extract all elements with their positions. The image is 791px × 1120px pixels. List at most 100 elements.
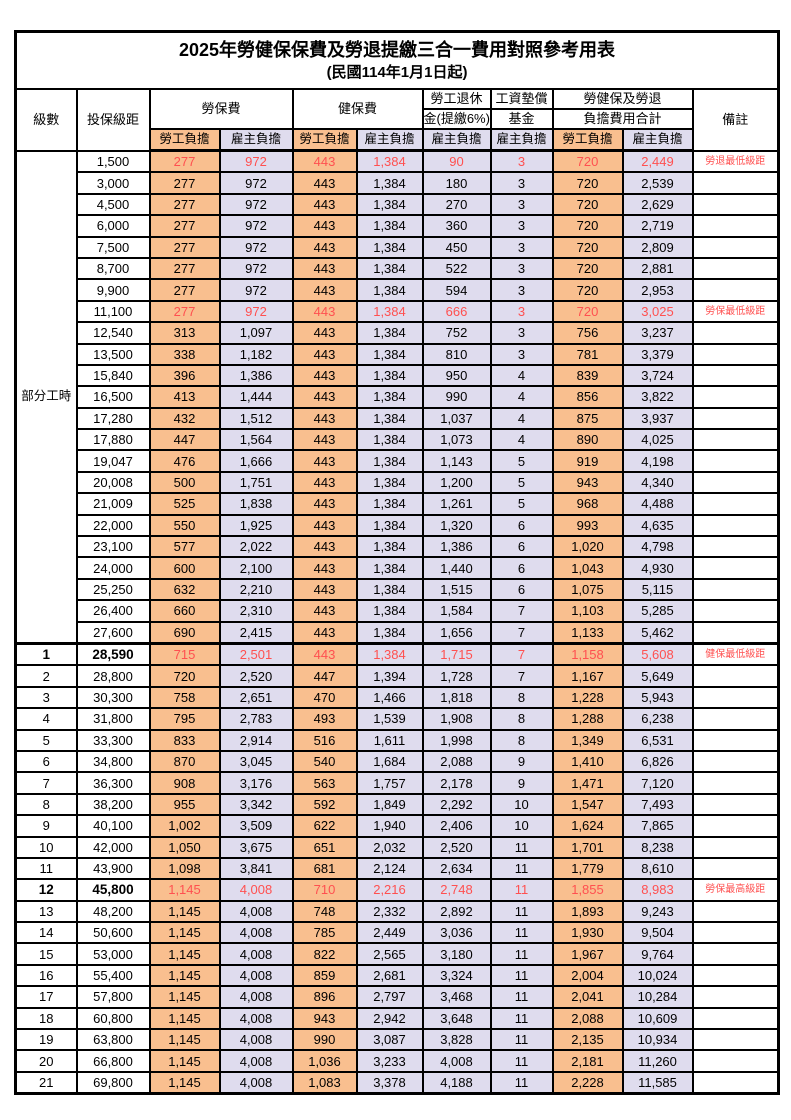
bracket-cell: 48,200 — [75, 899, 151, 924]
value-cell: 1,384 — [355, 363, 424, 388]
value-cell: 9,504 — [621, 921, 694, 945]
table-row: 6,000 277 972 443 1,384 360 3 720 2,719 — [16, 214, 780, 238]
value-cell: 3 — [489, 299, 554, 324]
table-row: 9,900 277 972 443 1,384 594 3 720 2,953 — [16, 278, 780, 302]
value-cell: 432 — [148, 406, 221, 431]
table-row: 20 66,800 1,145 4,008 1,036 3,233 4,008 11 2,181… — [14, 1049, 780, 1073]
page: 2025年勞健保保費及勞退提繳三合一費用對照參考用表 (民國114年1月1日起)… — [14, 30, 781, 1096]
value-cell: 1,002 — [148, 814, 221, 838]
value-cell: 1,539 — [355, 707, 424, 731]
value-cell: 1,384 — [355, 256, 424, 281]
value-cell: 1,384 — [355, 278, 424, 302]
value-cell: 2,100 — [218, 556, 294, 580]
remark-cell — [691, 685, 780, 710]
value-cell: 4,008 — [421, 1049, 492, 1073]
remark-cell — [691, 664, 780, 688]
value-cell: 11 — [489, 1070, 554, 1095]
value-cell: 4,008 — [218, 1049, 294, 1073]
value-cell: 443 — [291, 470, 358, 495]
value-cell: 972 — [218, 214, 294, 238]
table-row: 3 30,300 758 2,651 470 1,466 1,818 8 1,228 5,943 — [14, 685, 780, 710]
table-row: 7,500 277 972 443 1,384 450 3 720 2,809 — [16, 235, 780, 259]
value-cell: 3 — [489, 321, 554, 345]
level-cell: 4 — [14, 707, 78, 731]
col-header-health-insurance: 健保費 — [291, 88, 424, 130]
table-row: 19 63,800 1,145 4,008 990 3,087 3,828 11 2,135 10… — [14, 1027, 780, 1052]
table-row: 11,100 277 972 443 1,384 666 3 720 3,025 勞保最低級距 — [16, 299, 780, 324]
value-cell: 338 — [148, 342, 221, 366]
value-cell: 443 — [291, 492, 358, 516]
value-cell: 1,384 — [355, 192, 424, 217]
value-cell: 720 — [551, 256, 624, 281]
value-cell: 870 — [148, 749, 221, 774]
value-cell: 972 — [218, 235, 294, 259]
value-cell: 3,648 — [421, 1006, 492, 1031]
value-cell: 1,228 — [551, 685, 624, 710]
remark-cell — [691, 428, 780, 452]
value-cell: 2,914 — [218, 728, 294, 752]
value-cell: 443 — [291, 599, 358, 623]
subheader-pension-employer: 雇主負擔 — [421, 128, 492, 152]
bracket-cell: 9,900 — [75, 278, 151, 302]
value-cell: 413 — [148, 385, 221, 409]
level-cell: 21 — [14, 1070, 78, 1095]
value-cell: 443 — [291, 171, 358, 195]
value-cell: 11 — [489, 1006, 554, 1031]
value-cell: 2,881 — [621, 256, 694, 281]
value-cell: 972 — [218, 299, 294, 324]
value-cell: 1,261 — [421, 492, 492, 516]
table-row: 13 48,200 1,145 4,008 748 2,332 2,892 11 1,893 9,… — [14, 899, 780, 924]
value-cell: 1,893 — [551, 899, 624, 924]
value-cell: 993 — [551, 513, 624, 538]
remark-cell — [691, 921, 780, 945]
level-cell: 12 — [14, 878, 78, 902]
value-cell: 7,865 — [621, 814, 694, 838]
remark-cell — [691, 1049, 780, 1073]
value-cell: 447 — [148, 428, 221, 452]
remark-cell — [691, 749, 780, 774]
value-cell: 1,384 — [355, 385, 424, 409]
bracket-cell: 11,100 — [75, 299, 151, 324]
value-cell: 651 — [291, 835, 358, 859]
value-cell: 443 — [291, 299, 358, 324]
value-cell: 443 — [291, 342, 358, 366]
value-cell: 2,228 — [551, 1070, 624, 1095]
table-row: 13,500 338 1,182 443 1,384 810 3 781 3,379 — [16, 342, 780, 366]
value-cell: 8 — [489, 728, 554, 752]
value-cell: 1,838 — [218, 492, 294, 516]
value-cell: 1,145 — [148, 921, 221, 945]
bracket-cell: 69,800 — [75, 1070, 151, 1095]
table-row: 17,880 447 1,564 443 1,384 1,073 4 890 4,025 — [16, 428, 780, 452]
value-cell: 2,415 — [218, 620, 294, 645]
table-row: 4,500 277 972 443 1,384 270 3 720 2,629 — [16, 192, 780, 217]
bracket-cell: 28,800 — [75, 664, 151, 688]
value-cell: 525 — [148, 492, 221, 516]
value-cell: 4,008 — [218, 1027, 294, 1052]
value-cell: 277 — [148, 235, 221, 259]
value-cell: 2,797 — [355, 985, 424, 1009]
value-cell: 715 — [148, 641, 221, 667]
bracket-cell: 1,500 — [75, 149, 151, 174]
value-cell: 1,512 — [218, 406, 294, 431]
value-cell: 622 — [291, 814, 358, 838]
value-cell: 1,998 — [421, 728, 492, 752]
bracket-cell: 3,000 — [75, 171, 151, 195]
value-cell: 5 — [489, 449, 554, 473]
value-cell: 5,943 — [621, 685, 694, 710]
value-cell: 10,609 — [621, 1006, 694, 1031]
value-cell: 10,024 — [621, 963, 694, 988]
bracket-cell: 38,200 — [75, 792, 151, 817]
value-cell: 443 — [291, 278, 358, 302]
remark-cell — [691, 535, 780, 559]
value-cell: 972 — [218, 192, 294, 217]
value-cell: 500 — [148, 470, 221, 495]
value-cell: 720 — [551, 235, 624, 259]
value-cell: 2,809 — [621, 235, 694, 259]
table-row: 24,000 600 2,100 443 1,384 1,440 6 1,043 4,930 — [16, 556, 780, 580]
value-cell: 3,841 — [218, 856, 294, 881]
value-cell: 2,332 — [355, 899, 424, 924]
value-cell: 2,310 — [218, 599, 294, 623]
table-row: 8,700 277 972 443 1,384 522 3 720 2,881 — [16, 256, 780, 281]
value-cell: 540 — [291, 749, 358, 774]
value-cell: 1,967 — [551, 942, 624, 966]
